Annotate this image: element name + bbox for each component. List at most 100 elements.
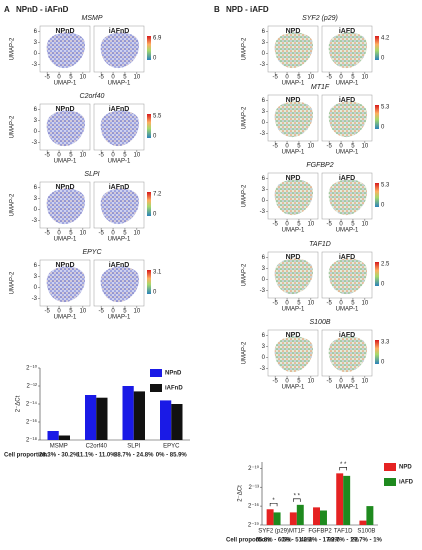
umap-cells — [100, 110, 140, 147]
y-tick-label: -3 — [260, 366, 266, 372]
x-tick-label: 10 — [362, 144, 369, 150]
bar — [122, 386, 134, 440]
condition-label: iAFD — [339, 332, 355, 339]
x-tick-label: 10 — [134, 75, 141, 81]
bar — [320, 510, 327, 525]
cell-proportion: 40.2% - 17.9% — [300, 538, 340, 544]
gene-name: FGFBP2 — [306, 162, 333, 169]
colorbar-min: 0 — [153, 290, 157, 296]
x-tick-label: SYF2 (p29) — [258, 529, 289, 535]
y-tick-label: 2⁻¹⁴ — [26, 401, 38, 408]
colorbar-min: 0 — [381, 282, 385, 288]
umap-cells — [328, 258, 368, 295]
x-tick-label: C2orf40 — [86, 444, 108, 450]
y-tick-label: 3 — [262, 40, 266, 46]
y-tick-label: -3 — [32, 62, 38, 68]
y-tick-label: 6 — [262, 333, 266, 339]
cell-proportion: 0% - 51.2% — [281, 538, 313, 544]
gene-name: MT1F — [311, 84, 330, 91]
x-tick-label: -5 — [44, 309, 50, 315]
x-axis-label: UMAP-1 — [336, 307, 359, 313]
y-tick-label: 0 — [34, 285, 38, 291]
x-tick-label: 10 — [80, 231, 87, 237]
y-tick-label: 6 — [262, 176, 266, 182]
colorbar — [147, 270, 151, 294]
x-tick-label: 5 — [297, 222, 301, 228]
y-tick-label: 2⁻¹⁹ — [248, 522, 260, 529]
condition-label: NPnD — [55, 184, 74, 191]
condition-label: NPD — [286, 332, 301, 339]
x-tick-label: -5 — [44, 231, 50, 237]
colorbar — [375, 105, 379, 129]
y-axis-label: UMAP-2 — [242, 341, 248, 364]
y-tick-label: 3 — [262, 344, 266, 350]
bar — [296, 504, 304, 525]
y-tick-label: -3 — [260, 209, 266, 215]
bar — [85, 395, 97, 440]
colorbar-min: 0 — [153, 134, 157, 140]
colorbar-max: 5.3 — [381, 183, 390, 189]
x-tick-label: 5 — [69, 75, 73, 81]
x-axis-label: UMAP-1 — [54, 159, 77, 165]
colorbar-min: 0 — [381, 203, 385, 209]
cell-proportion: 88.7% - 24.8% — [114, 453, 154, 459]
bar — [266, 509, 274, 525]
y-axis-label: 2⁻ΔCt — [16, 395, 22, 412]
x-tick-label: 5 — [297, 144, 301, 150]
x-tick-label: 5 — [69, 309, 73, 315]
x-tick-label: 0 — [285, 379, 289, 385]
y-tick-label: 0 — [34, 129, 38, 135]
panel-title: NPD - iAFD — [226, 5, 269, 14]
x-tick-label: 0 — [111, 309, 115, 315]
y-axis-label: UMAP-2 — [242, 184, 248, 207]
gene-name: SYF2 (p29) — [302, 15, 338, 22]
x-tick-label: 5 — [351, 222, 355, 228]
gene-name: MSMP — [82, 15, 103, 22]
x-tick-label: -5 — [98, 309, 104, 315]
cell-proportion-label: Cell proportion: — [226, 538, 271, 544]
colorbar-max: 4.2 — [381, 36, 390, 42]
bar — [366, 506, 374, 525]
x-tick-label: MSMP — [50, 444, 68, 450]
significance-bracket — [293, 498, 301, 502]
condition-label: NPnD — [55, 106, 74, 113]
y-tick-label: -3 — [260, 131, 266, 137]
x-axis-label: UMAP-1 — [54, 237, 77, 243]
x-tick-label: 0 — [339, 75, 343, 81]
x-axis-label: UMAP-1 — [108, 315, 131, 321]
x-tick-label: 0 — [111, 153, 115, 159]
x-tick-label: -5 — [272, 301, 278, 307]
x-tick-label: 10 — [134, 231, 141, 237]
legend-label: iAFD — [399, 480, 414, 486]
y-tick-label: 0 — [262, 355, 266, 361]
y-tick-label: 6 — [34, 107, 38, 113]
x-tick-label: 5 — [297, 301, 301, 307]
condition-label: iAFnD — [109, 184, 130, 191]
bar — [96, 397, 108, 440]
x-tick-label: -5 — [326, 144, 332, 150]
condition-label: iAFD — [339, 28, 355, 35]
y-tick-label: 2⁻¹⁶ — [26, 419, 38, 426]
y-axis-label: UMAP-2 — [242, 263, 248, 286]
x-tick-label: 10 — [308, 301, 315, 307]
x-tick-label: -5 — [44, 153, 50, 159]
cell-proportion: 11.1% - 11.0% — [77, 453, 116, 459]
colorbar-max: 5.5 — [153, 114, 162, 120]
condition-label: NPD — [286, 97, 301, 104]
x-tick-label: 0 — [339, 379, 343, 385]
x-tick-label: S100B — [357, 529, 375, 535]
x-tick-label: 0 — [339, 301, 343, 307]
umap-cells — [100, 32, 140, 69]
umap-cells — [274, 336, 314, 373]
colorbar-max: 5.3 — [381, 105, 390, 111]
umap-cells — [328, 336, 368, 373]
y-tick-label: 2⁻¹³ — [249, 485, 260, 491]
umap-cells — [100, 188, 140, 225]
x-tick-label: TAF1D — [334, 529, 353, 535]
gene-name: S100B — [309, 319, 330, 326]
y-tick-label: 2⁻¹⁰ — [26, 365, 38, 372]
y-tick-label: 3 — [262, 187, 266, 193]
colorbar-max: 7.2 — [153, 192, 162, 198]
x-tick-label: 0 — [285, 75, 289, 81]
